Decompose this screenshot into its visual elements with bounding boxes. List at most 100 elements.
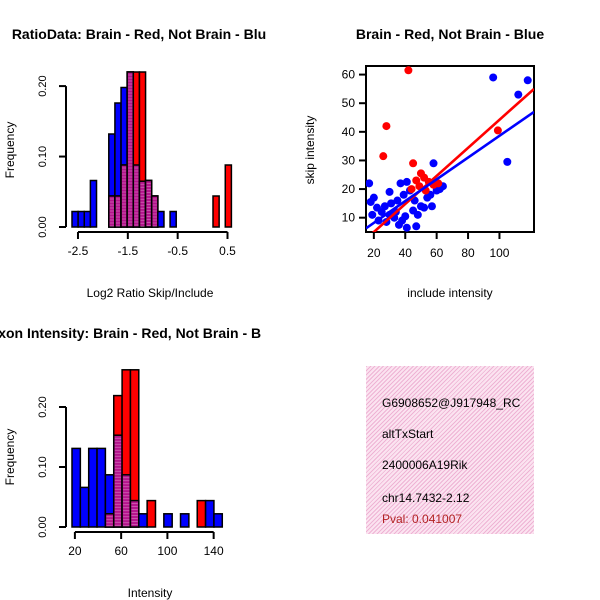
blue-point [523, 76, 532, 85]
x-tick-label: 140 [204, 544, 224, 558]
y-tick-label: 0.00 [37, 216, 49, 237]
blue-point [402, 223, 411, 232]
red-point [382, 122, 391, 131]
y-tick-label: 50 [342, 96, 356, 110]
location-text: chr14.7432-2.12 [382, 491, 470, 505]
blue-bar [96, 447, 107, 528]
blue-bar [213, 513, 224, 528]
blue-point [393, 196, 402, 205]
y-tick-label: 40 [342, 125, 356, 139]
probe-info-panel: G6908652@J917948_RC altTxStart 2400006A1… [366, 366, 534, 534]
y-tick-label: 10 [342, 211, 356, 225]
x-axis-label: Intensity [128, 586, 173, 600]
y-tick-label: 0.20 [37, 396, 49, 417]
overlap-bar [108, 195, 116, 228]
blue-bar [77, 210, 86, 228]
blue-bar [87, 447, 98, 528]
red-point [409, 159, 418, 168]
x-tick-label: 20 [68, 544, 82, 558]
red-point [407, 185, 416, 194]
y-axis-label: Frequency [3, 429, 17, 486]
x-axis-label: Log2 Ratio Skip/Include [87, 286, 214, 300]
blue-point [514, 90, 523, 99]
gene-name-text: 2400006A19Rik [382, 458, 468, 472]
blue-bar [179, 513, 190, 528]
plot-frame [365, 65, 535, 233]
blue-point [380, 202, 389, 211]
intensity-histogram-panel: 0.00 0.10 0.20 20 60 100 140 Exon Intensity: Br… [0, 325, 261, 600]
blue-point [385, 187, 394, 196]
blue-point [387, 199, 396, 208]
overlap-bar [144, 179, 153, 228]
blue-point [412, 222, 421, 231]
blue-bar [71, 447, 82, 528]
x-tick-label: 60 [114, 544, 128, 558]
overlap-bar [114, 195, 122, 228]
blue-point [429, 159, 438, 168]
y-axis-label: skip intensity [303, 116, 317, 185]
scatter-points-group [366, 66, 534, 232]
y-tick-label: 0.20 [37, 75, 49, 96]
event-type-text: altTxStart [382, 427, 434, 441]
intensity-scatter-panel: 20 40 60 80 100 10 20 30 40 50 60 Brain - Red, Not … [303, 26, 544, 300]
blue-point [366, 179, 374, 188]
y-tick-label: 60 [342, 68, 356, 82]
red-point [434, 179, 443, 188]
blue-bar [89, 179, 98, 228]
red-bar [212, 195, 220, 228]
overlap-bar [129, 499, 140, 528]
red-bar [224, 164, 233, 228]
red-bar [146, 499, 157, 528]
blue-bar [157, 210, 165, 228]
blue-bar [71, 210, 79, 228]
blue-bar [169, 210, 177, 228]
overlap-bar [121, 474, 132, 528]
x-tick-label: -2.5 [68, 244, 89, 258]
blue-bar [79, 486, 90, 528]
chart-title: Exon Intensity: Brain - Red, Not Brain -… [0, 325, 261, 341]
blue-point [399, 190, 408, 199]
blue-bar [83, 210, 92, 228]
red-point [404, 66, 413, 75]
x-tick-label: 100 [489, 246, 509, 260]
y-tick-label: 30 [342, 153, 356, 167]
blue-bar [138, 513, 148, 528]
probe-id-text: G6908652@J917948_RC [382, 396, 521, 410]
blue-point [427, 202, 436, 211]
x-tick-label: 60 [430, 246, 444, 260]
x-tick-label: 100 [157, 544, 177, 558]
blue-point [369, 193, 378, 202]
blue-point [420, 203, 429, 212]
blue-point [489, 73, 498, 82]
x-tick-label: 20 [367, 246, 381, 260]
pval-text: Pval: 0.041007 [382, 512, 463, 526]
overlap-bar [150, 195, 159, 228]
y-axis-label: Frequency [3, 122, 17, 179]
y-tick-label: 0.10 [37, 146, 49, 167]
x-tick-label: 40 [399, 246, 413, 260]
chart-title: RatioData: Brain - Red, Not Brain - Blu [12, 26, 266, 42]
red-fit-line [371, 87, 534, 232]
x-tick-label: 0.5 [219, 244, 236, 258]
blue-point [413, 210, 422, 219]
overlap-bar [104, 513, 115, 528]
blue-bar [204, 499, 215, 528]
x-tick-label: -0.5 [167, 244, 188, 258]
y-tick-label: 20 [342, 182, 356, 196]
ratio-histogram-panel: 0.00 0.10 0.20 -2.5 -1.5 -0.5 0.5 RatioData: Br… [3, 26, 266, 300]
blue-point [503, 157, 512, 166]
blue-point [396, 179, 405, 188]
blue-point [368, 210, 377, 219]
x-tick-label: 80 [461, 246, 475, 260]
blue-bar [163, 513, 173, 528]
chart-title: Brain - Red, Not Brain - Blue [356, 26, 544, 42]
red-point [379, 152, 388, 161]
x-axis-label: include intensity [407, 286, 492, 300]
blue-fit-line [366, 110, 534, 230]
x-tick-label: -1.5 [117, 244, 138, 258]
blue-point [394, 220, 403, 229]
y-tick-label: 0.00 [37, 516, 49, 537]
red-point [493, 126, 502, 135]
blue-point [372, 203, 381, 212]
